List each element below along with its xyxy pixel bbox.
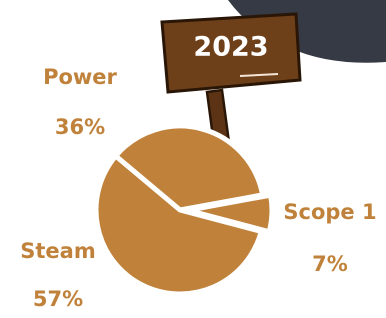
slice-label: Power xyxy=(43,65,117,89)
value-label: 7% xyxy=(312,252,348,276)
value-label: 36% xyxy=(55,115,105,139)
page: 2023 Power36%Scope 17%Steam57% (() => { … xyxy=(0,0,386,318)
slice-label: Scope 1 xyxy=(283,200,376,224)
chart-title: 2023 xyxy=(193,32,268,63)
slice-label: Steam xyxy=(20,239,95,263)
value-label: 57% xyxy=(33,287,83,311)
chart: 2023 Power 36% Scope 1 7% Steam 57% xyxy=(0,0,386,318)
